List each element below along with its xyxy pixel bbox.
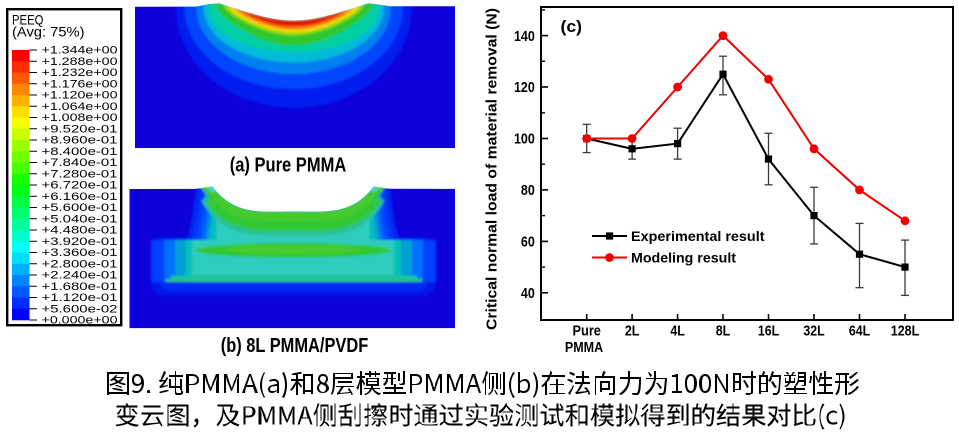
svg-text:(c): (c): [561, 17, 583, 36]
svg-text:8L: 8L: [716, 324, 731, 340]
svg-text:PEEQ: PEEQ: [12, 12, 44, 28]
svg-text:+5.040e-01: +5.040e-01: [42, 213, 118, 225]
svg-text:128L: 128L: [891, 324, 920, 340]
svg-text:+1.120e-01: +1.120e-01: [42, 292, 118, 304]
svg-text:Pure: Pure: [573, 324, 601, 340]
svg-text:+6.160e-01: +6.160e-01: [42, 191, 118, 203]
svg-text:(a) Pure PMMA: (a) Pure PMMA: [230, 155, 347, 177]
svg-text:60: 60: [521, 235, 535, 251]
svg-text:+1.008e+00: +1.008e+00: [42, 112, 118, 124]
svg-text:4L: 4L: [670, 324, 685, 340]
svg-text:+0.000e+00: +0.000e+00: [42, 315, 118, 327]
svg-text:+1.680e-01: +1.680e-01: [42, 281, 118, 293]
svg-text:Experimental result: Experimental result: [631, 228, 765, 244]
svg-text:100: 100: [514, 132, 535, 148]
svg-text:(Avg: 75%): (Avg: 75%): [12, 24, 85, 39]
svg-text:Modeling result: Modeling result: [631, 250, 736, 266]
svg-text:40: 40: [521, 286, 535, 302]
svg-text:+1.344e+00: +1.344e+00: [42, 45, 118, 57]
svg-text:PMMA: PMMA: [565, 340, 604, 356]
svg-text:+8.400e-01: +8.400e-01: [42, 146, 118, 158]
svg-text:+7.280e-01: +7.280e-01: [42, 168, 118, 180]
svg-text:16L: 16L: [758, 324, 779, 340]
svg-text:2L: 2L: [625, 324, 640, 340]
svg-text:+4.480e-01: +4.480e-01: [42, 225, 118, 237]
svg-text:140: 140: [514, 29, 535, 45]
svg-text:+9.520e-01: +9.520e-01: [42, 123, 118, 135]
svg-text:32L: 32L: [803, 324, 824, 340]
svg-text:+2.800e-01: +2.800e-01: [42, 258, 118, 270]
svg-text:+3.920e-01: +3.920e-01: [42, 236, 118, 248]
svg-text:+1.288e+00: +1.288e+00: [42, 56, 118, 68]
svg-text:+1.232e+00: +1.232e+00: [42, 67, 118, 79]
svg-text:+5.600e-01: +5.600e-01: [42, 202, 118, 214]
svg-text:Critical normal load of materi: Critical normal load of material removal…: [484, 8, 501, 330]
svg-text:+6.720e-01: +6.720e-01: [42, 180, 118, 192]
svg-text:+1.120e+00: +1.120e+00: [42, 90, 118, 102]
svg-text:120: 120: [514, 80, 535, 96]
svg-text:+7.840e-01: +7.840e-01: [42, 157, 118, 169]
svg-text:80: 80: [521, 183, 535, 199]
svg-text:+2.240e-01: +2.240e-01: [42, 270, 118, 282]
svg-text:64L: 64L: [849, 324, 870, 340]
svg-text:+5.600e-02: +5.600e-02: [42, 303, 118, 315]
svg-text:(b) 8L PMMA/PVDF: (b) 8L PMMA/PVDF: [221, 335, 369, 357]
svg-text:+1.176e+00: +1.176e+00: [42, 78, 118, 90]
svg-text:+1.064e+00: +1.064e+00: [42, 101, 118, 113]
svg-text:+8.960e-01: +8.960e-01: [42, 135, 118, 147]
svg-text:+3.360e-01: +3.360e-01: [42, 247, 118, 259]
